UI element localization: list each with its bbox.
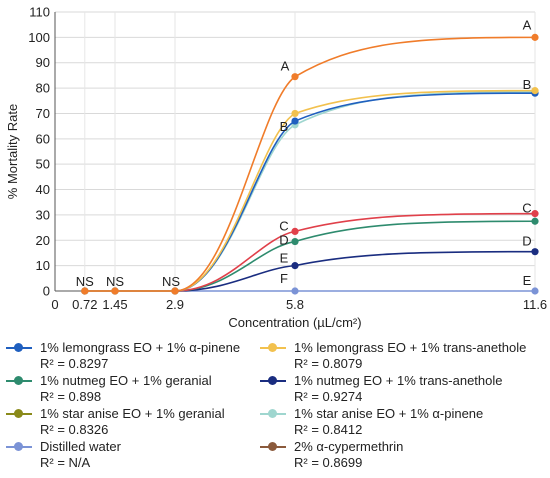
x-tick-label: 5.8: [286, 297, 304, 312]
y-tick-label: 60: [36, 131, 50, 146]
legend-series-name: 1% lemongrass EO + 1% trans-anethole: [294, 340, 527, 355]
data-point: [291, 73, 299, 81]
y-tick-label: 30: [36, 207, 50, 222]
series-line: [174, 250, 536, 292]
data-point: [291, 287, 299, 295]
legend-marker-icon: [260, 343, 286, 352]
legend-r-squared: R² = N/A: [40, 455, 91, 470]
y-tick-label: 50: [36, 157, 50, 172]
legend-marker-icon: [260, 376, 286, 385]
legend-series-name: 1% nutmeg EO + 1% geranial: [40, 373, 212, 388]
annotation-label: F: [280, 271, 288, 286]
annotation-label: D: [279, 233, 288, 248]
series-line: [174, 91, 536, 292]
annotation-label: NS: [76, 274, 94, 289]
series-line: [174, 220, 536, 292]
legend-r-squared: R² = 0.898: [40, 389, 102, 404]
legend-r-squared: R² = 0.8079: [294, 356, 363, 371]
data-point: [291, 109, 299, 118]
annotation-label: A: [523, 17, 532, 32]
data-point: [531, 217, 539, 225]
legend-series-name: 2% α-cypermethrin: [294, 439, 404, 454]
annotation-label: A: [281, 59, 290, 74]
y-tick-label: 110: [29, 5, 50, 20]
annotation-label: B: [280, 119, 289, 134]
x-tick-label: 2.9: [166, 297, 184, 312]
legend-marker-icon: [6, 409, 32, 418]
data-point: [291, 237, 299, 246]
legend-series-name: Distilled water: [40, 439, 121, 454]
data-point: [81, 287, 89, 295]
legend-r-squared: R² = 0.8699: [294, 455, 363, 470]
annotation-label: D: [522, 234, 531, 249]
data-point: [111, 287, 119, 295]
data-point: [531, 287, 539, 295]
y-tick-label: 100: [28, 30, 50, 45]
data-point: [291, 117, 299, 125]
y-tick-label: 10: [36, 258, 50, 273]
y-tick-label: 90: [36, 55, 50, 70]
data-point: [531, 210, 539, 218]
x-tick-label: 11.6: [523, 297, 547, 312]
y-axis-title: % Mortality Rate: [5, 104, 20, 199]
annotation-label: NS: [106, 274, 124, 289]
legend-series-name: 1% star anise EO + 1% α-pinene: [294, 406, 484, 421]
legend-marker-icon: [6, 376, 32, 385]
data-point: [531, 87, 539, 95]
y-tick-label: 20: [36, 233, 50, 248]
legend-r-squared: R² = 0.8297: [40, 356, 109, 371]
series-line: [174, 92, 536, 292]
series-line: [174, 89, 536, 292]
legend-r-squared: R² = 0.8326: [40, 422, 109, 437]
legend-r-squared: R² = 0.9274: [294, 389, 363, 404]
data-point: [531, 248, 539, 256]
x-tick-label: 0: [51, 297, 58, 312]
x-axis-title: Concentration (µL/cm²): [228, 315, 361, 330]
legend-marker-icon: [260, 409, 286, 418]
y-tick-label: 80: [36, 81, 50, 96]
legend-r-squared: R² = 0.8412: [294, 422, 363, 437]
annotation-label: B: [523, 77, 532, 92]
legend-marker-icon: [260, 442, 286, 451]
annotation-label: E: [280, 251, 289, 266]
legend-series-name: 1% nutmeg EO + 1% trans-anethole: [294, 373, 503, 388]
y-tick-label: 0: [43, 284, 50, 299]
y-tick-label: 70: [36, 106, 50, 121]
series-line: [174, 212, 536, 292]
data-point: [171, 287, 179, 295]
x-tick-label: 1.45: [102, 297, 127, 312]
annotation-label: C: [279, 218, 288, 233]
data-point: [291, 262, 299, 270]
annotation-label: NS: [162, 274, 180, 289]
annotation-label: E: [523, 273, 532, 288]
y-tick-label: 40: [36, 182, 50, 197]
legend-marker-icon: [6, 442, 32, 451]
legend-series-name: 1% star anise EO + 1% geranial: [40, 406, 225, 421]
data-point: [291, 227, 299, 235]
data-point: [531, 33, 539, 41]
annotation-label: C: [522, 201, 531, 216]
x-tick-label: 0.72: [72, 297, 97, 312]
legend-marker-icon: [6, 343, 32, 352]
legend-series-name: 1% lemongrass EO + 1% α-pinene: [40, 340, 241, 355]
mortality-chart: 0 10 20 30 40 50 60 70 80 90 100 110 0 0.72 1.45 2.9 5.8…: [5, 5, 547, 331]
